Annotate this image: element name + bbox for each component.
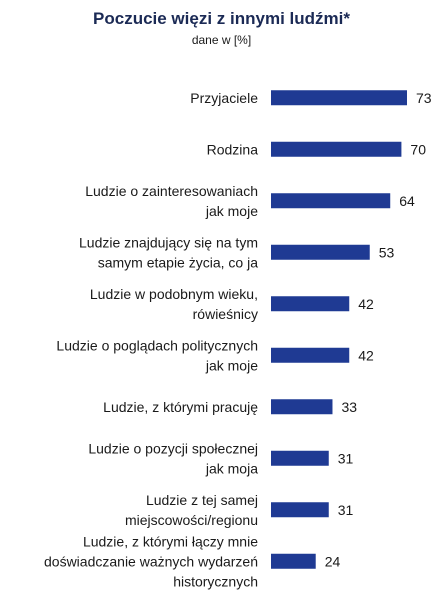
value-label-4: 42 [358,296,374,312]
category-label-0: Przyjaciele [190,90,258,106]
bar-4 [271,296,350,312]
bar-3 [271,244,370,260]
chart-title: Poczucie więzi z innymi ludźmi* [93,9,350,28]
value-label-6: 33 [341,399,357,415]
value-label-5: 42 [358,347,374,363]
value-label-9: 24 [325,553,341,569]
bar-9 [271,553,316,569]
value-label-7: 31 [338,450,354,466]
bar-5 [271,347,350,363]
category-label-8: Ludzie z tej samej miejscowości/regionu [125,492,258,528]
category-label-6: Ludzie, z którymi pracuję [103,399,258,415]
category-label-4: Ludzie w podobnym wieku, rówieśnicy [90,286,258,322]
bar-2 [271,193,391,209]
value-label-1: 70 [410,141,426,157]
value-label-0: 73 [416,90,432,106]
chart-subtitle: dane w [%] [191,33,252,47]
category-label-3: Ludzie znajdujący się na tym samym etapie… [79,234,258,270]
value-label-8: 31 [338,502,354,518]
bar-6 [271,399,333,415]
value-label-3: 53 [379,244,395,260]
category-label-5: Ludzie o poglądach politycznych jak moje [56,337,258,373]
bar-8 [271,502,329,518]
bar-1 [271,141,402,157]
category-label-9: Ludzie, z którymi łączy mnie doświadczani… [44,533,258,589]
bar-0 [271,90,407,106]
category-label-2: Ludzie o zainteresowaniach jak moje [85,183,258,219]
category-label-1: Rodzina [207,141,259,157]
value-label-2: 64 [399,193,415,209]
category-label-7: Ludzie o pozycji społecznej jak moja [88,440,258,476]
bar-7 [271,450,329,466]
